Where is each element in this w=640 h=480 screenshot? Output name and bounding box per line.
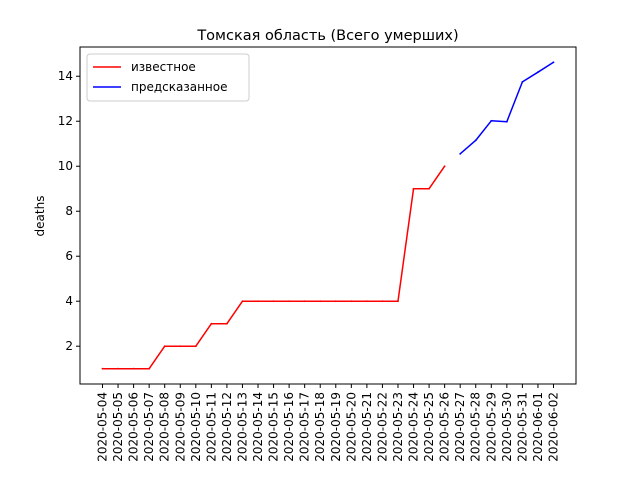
data-point [272,300,275,303]
y-tick-label: 2 [65,339,73,353]
data-point [350,300,353,303]
legend-label: известное [131,60,196,74]
y-tick-label: 14 [58,69,73,83]
y-tick-label: 10 [58,159,73,173]
y-tick-label: 4 [65,294,73,308]
x-tick-label: 2020-05-30 [500,392,514,462]
data-point [537,71,539,74]
x-tick-label: 2020-05-27 [453,392,467,462]
data-point [241,300,244,303]
data-point [365,300,368,303]
data-point [148,367,151,370]
data-point [521,80,524,83]
series-line-known [102,165,446,370]
y-tick-label: 8 [65,204,73,218]
x-tick-label: 2020-05-22 [375,392,389,462]
data-point [490,119,493,122]
data-point [163,345,166,348]
x-tick-label: 2020-05-28 [469,392,483,462]
data-point [428,187,430,190]
data-point [334,300,337,303]
data-point [288,300,291,303]
x-tick-label: 2020-05-19 [329,392,343,462]
y-axis-label: deaths [33,196,47,237]
x-tick-label: 2020-05-05 [111,392,125,462]
chart-title: Томская область (Всего умерших) [196,28,458,44]
legend-box [86,53,250,102]
x-tick-label: 2020-05-26 [438,392,452,462]
data-point [257,300,259,303]
series-line-predicted [459,61,554,155]
x-tick-label: 2020-05-13 [235,392,249,462]
x-tick-label: 2020-05-09 [173,392,187,462]
data-point [397,300,399,303]
x-axis: 2020-05-04 2020-05-05 2020-05-06 2020-05-07… [96,384,561,462]
plot-area [79,46,577,385]
x-tick-label: 2020-05-11 [204,392,218,462]
data-point [381,300,384,303]
series-layer [101,61,555,370]
x-tick-label: 2020-05-08 [158,392,172,462]
x-tick-label: 2020-05-10 [189,392,203,462]
legend-label: предсказанное [131,80,228,94]
x-tick-label: 2020-05-04 [96,392,110,462]
x-tick-label: 2020-05-31 [515,392,529,462]
data-point [319,300,322,303]
data-point [505,120,508,123]
x-tick-label: 2020-05-16 [282,392,296,462]
x-tick-label: 2020-05-23 [391,392,405,462]
data-point [179,345,182,348]
x-tick-label: 2020-05-29 [484,392,498,462]
data-point [412,187,415,190]
x-tick-label: 2020-05-15 [267,392,281,462]
y-axis: 2 4 6 8 10 12 14 [58,69,80,353]
x-tick-label: 2020-05-07 [142,392,156,462]
data-point [194,345,197,348]
x-tick-label: 2020-05-06 [127,392,141,462]
x-tick-label: 2020-05-24 [407,392,421,462]
legend: известное предсказанное [86,53,250,102]
data-point [210,322,213,325]
data-point [303,300,306,303]
x-tick-label: 2020-05-20 [344,392,358,462]
x-tick-label: 2020-05-25 [422,392,436,462]
data-point [443,165,446,168]
x-tick-label: 2020-05-18 [313,392,327,462]
data-point [474,139,477,142]
x-tick-label: 2020-06-02 [547,392,561,462]
x-tick-label: 2020-05-21 [360,392,374,462]
data-point [459,152,462,155]
data-point [101,367,104,370]
y-tick-label: 12 [58,114,73,128]
x-tick-label: 2020-05-17 [298,392,312,462]
y-tick-label: 6 [65,249,73,263]
data-point [132,367,135,370]
x-tick-label: 2020-05-14 [251,392,265,462]
data-point [226,322,228,325]
x-tick-label: 2020-05-12 [220,392,234,462]
data-point [117,367,119,370]
x-tick-label: 2020-06-01 [531,392,545,462]
data-point [552,61,555,64]
